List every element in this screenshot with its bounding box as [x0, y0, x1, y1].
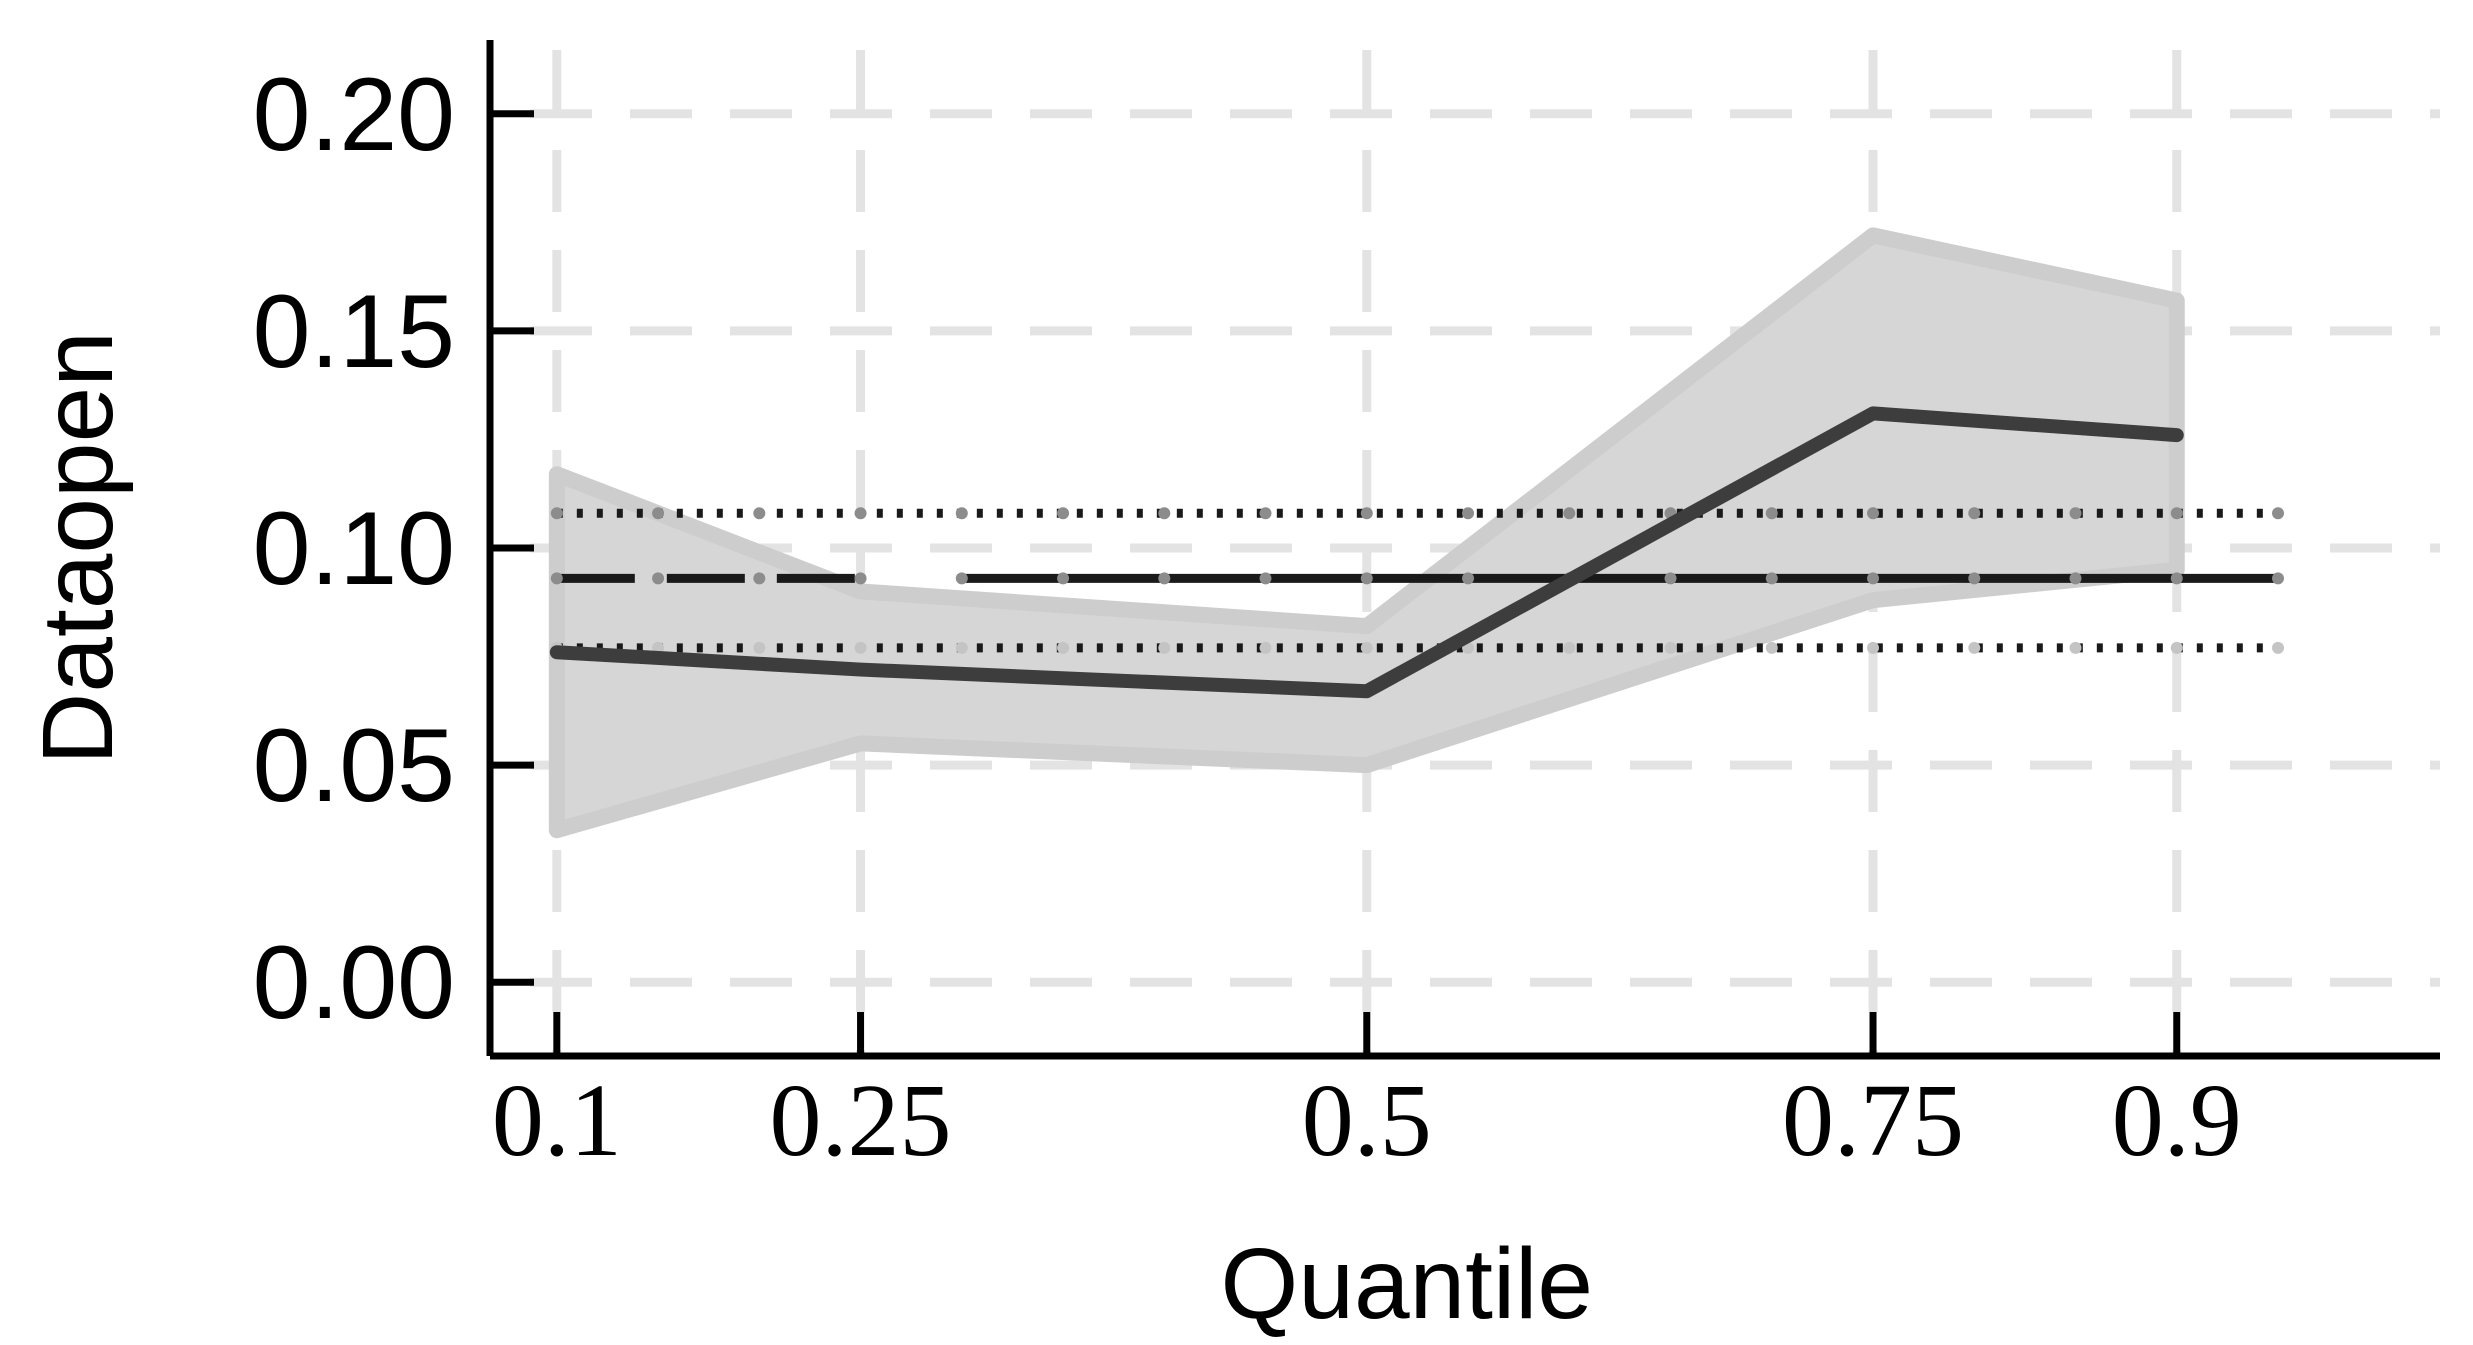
ols-ci-lower-dot [2272, 641, 2285, 654]
ols-ci-lower-dot [955, 641, 968, 654]
ticks: 0.00 0.05 0.10 0.15 0.20 0.1 0.25 0.5 0.75 0.9 [253, 57, 2242, 1178]
y-tick-label: 0.20 [253, 57, 455, 173]
ols-line-dot [1360, 572, 1373, 585]
ols-line-dot [955, 572, 968, 585]
ols-line-dot [854, 572, 867, 585]
y-tick-label: 0.00 [253, 925, 455, 1041]
ols-line-dot [550, 572, 563, 585]
ols-line-dot [1765, 572, 1778, 585]
ols-ci-upper-dot [2170, 507, 2183, 520]
x-axis-title: Quantile [1221, 1228, 1593, 1340]
ols-ci-lower-dot [1057, 641, 1070, 654]
x-tick-label: 0.5 [1302, 1063, 1432, 1178]
y-axis-title: Dataopen [22, 331, 134, 765]
ols-ci-upper-dot [1968, 507, 1981, 520]
ols-ci-upper-dot [1057, 507, 1070, 520]
ols-ci-upper-dot [652, 507, 665, 520]
ols-ci-upper-dot [753, 507, 766, 520]
ols-ci-lower-dot [1259, 641, 1272, 654]
x-tick-label: 0.25 [770, 1063, 952, 1178]
ols-ci-lower-dot [1765, 641, 1778, 654]
ols-line-dot [1158, 572, 1171, 585]
ols-ci-lower-dot [1563, 641, 1576, 654]
ols-ci-upper-dot [955, 507, 968, 520]
ols-ci-lower-dot [1158, 641, 1171, 654]
ols-line-dot [1867, 572, 1880, 585]
ols-line-dot [2272, 572, 2285, 585]
ols-ci-lower-dot [1867, 641, 1880, 654]
ols-ci-upper-dot [2069, 507, 2082, 520]
ols-line-dot [652, 572, 665, 585]
ols-line-dot [1259, 572, 1272, 585]
ols-ci-upper-dot [1867, 507, 1880, 520]
quantile-estimate-line [549, 406, 2184, 699]
ols-ci-upper-dot [854, 507, 867, 520]
ols-line-dot [1462, 572, 1475, 585]
ols-ci-lower-dot [1664, 641, 1677, 654]
y-tick-label: 0.05 [253, 708, 455, 824]
confidence-band [548, 227, 2185, 839]
ols-ci-upper-dot [1563, 507, 1576, 520]
x-tick-label: 0.9 [2112, 1063, 2242, 1178]
ols-ci-lower-dot [854, 641, 867, 654]
x-tick-label: 0.1 [492, 1063, 622, 1178]
ols-line-dot [1664, 572, 1677, 585]
y-tick-label: 0.15 [253, 274, 455, 390]
ols-ci-lower-dot [1360, 641, 1373, 654]
ols-line-dot [1968, 572, 1981, 585]
ols-ci-upper-dot [2272, 507, 2285, 520]
confidence-band-layer [548, 227, 2185, 839]
ols-line-dot [2170, 572, 2183, 585]
ols-ci-lower-dot [1968, 641, 1981, 654]
ols-ci-lower-dot [753, 641, 766, 654]
quantile-line-layer [549, 406, 2184, 699]
ols-ci-upper-dot [1158, 507, 1171, 520]
ols-line-dot [2069, 572, 2082, 585]
y-tick-label: 0.10 [253, 491, 455, 607]
ols-line-dot [1057, 572, 1070, 585]
ols-ci-lower-dot [2170, 641, 2183, 654]
ols-layer [550, 507, 2285, 654]
ols-ci-upper-dot [550, 507, 563, 520]
ols-ci-upper-dot [1462, 507, 1475, 520]
ols-ci-upper-dot [1259, 507, 1272, 520]
ols-ci-lower-dot [2069, 641, 2082, 654]
ols-ci-upper-dot [1765, 507, 1778, 520]
ols-line-dot [753, 572, 766, 585]
ols-ci-upper-dot [1360, 507, 1373, 520]
x-tick-label: 0.75 [1782, 1063, 1964, 1178]
